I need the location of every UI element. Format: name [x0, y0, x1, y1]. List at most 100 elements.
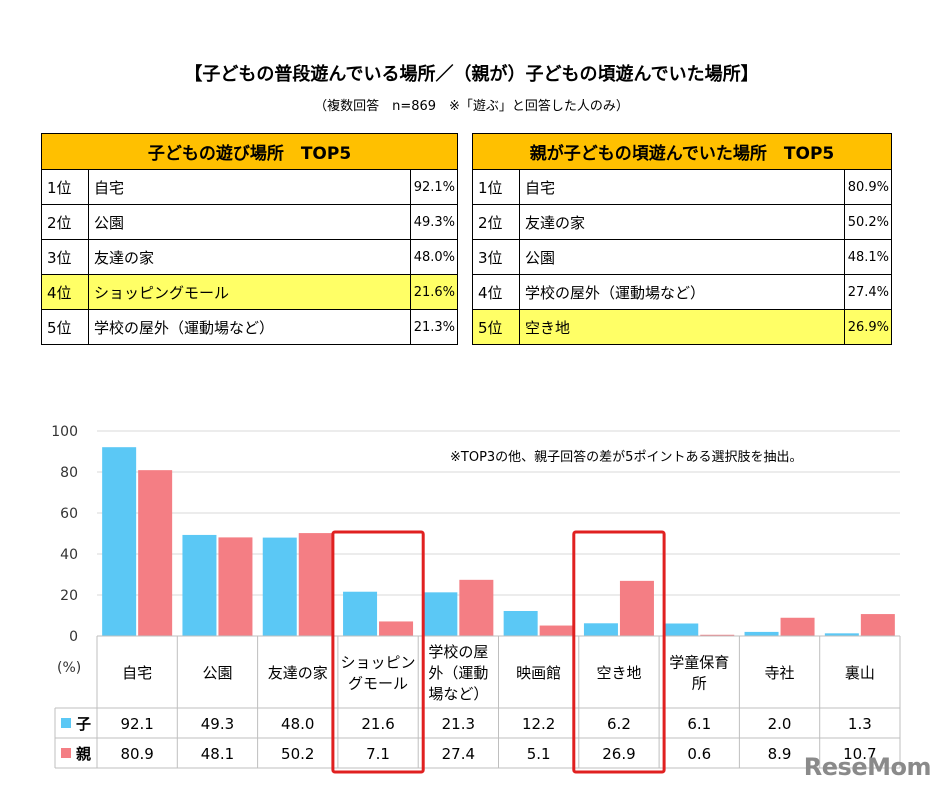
pct-cell: 49.3%: [410, 204, 458, 240]
table-row: 1位 自宅 80.9%: [472, 169, 892, 205]
legend-swatch: [61, 718, 71, 728]
y-tick-label: 80: [60, 465, 78, 481]
bar-child: [824, 633, 859, 636]
category-label: 公園: [202, 664, 232, 682]
category-label: 外（運動: [428, 664, 488, 682]
y-tick-label: 100: [51, 424, 78, 440]
bar-child: [664, 623, 699, 636]
bar-child: [744, 631, 779, 636]
category-label: 所: [692, 675, 707, 693]
page-title: 【子どもの普段遊んでいる場所／（親が）子どもの頃遊んでいた場所】: [184, 64, 759, 85]
category-label: 寺社: [765, 664, 795, 682]
parent-table-header: 親が子どもの頃遊んでいた場所 TOP5: [472, 133, 892, 170]
bar-parent: [619, 580, 654, 636]
place-cell: ショッピングモール: [88, 274, 411, 310]
y-tick-label: 40: [60, 547, 78, 563]
pct-cell: 80.9%: [844, 169, 892, 205]
data-label: 50.2: [281, 745, 314, 763]
place-cell: 学校の屋外（運動場など）: [88, 309, 411, 345]
rank-cell: 5位: [41, 309, 89, 345]
child-top5-table: 子どもの遊び場所 TOP5 1位 自宅 92.1% 2位 公園 49.3% 3位 友達の家…: [41, 133, 458, 345]
data-label: 8.9: [768, 745, 792, 763]
bar-child: [503, 610, 538, 636]
bar-parent: [700, 634, 735, 636]
child-table-header: 子どもの遊び場所 TOP5: [41, 133, 458, 170]
data-label: 6.1: [687, 715, 711, 733]
place-cell: 友達の家: [88, 239, 411, 275]
watermark-logo: ReseMom: [803, 753, 932, 781]
bar-parent: [218, 537, 253, 636]
place-cell: 自宅: [519, 169, 845, 205]
data-label: 92.1: [120, 715, 153, 733]
bar-child: [182, 534, 217, 636]
category-label: 友達の家: [268, 664, 328, 682]
table-row: 2位 友達の家 50.2%: [472, 204, 892, 240]
place-cell: 自宅: [88, 169, 411, 205]
place-cell: 公園: [88, 204, 411, 240]
data-label: 21.6: [361, 715, 394, 733]
pct-cell: 21.6%: [410, 274, 458, 310]
bar-child: [102, 447, 137, 636]
data-label: 26.9: [602, 745, 635, 763]
category-label: ショッピン: [341, 654, 416, 672]
rank-cell: 3位: [472, 239, 520, 275]
pct-cell: 92.1%: [410, 169, 458, 205]
table-row: 5位 学校の屋外（運動場など） 21.3%: [41, 309, 458, 345]
bar-parent: [379, 621, 414, 636]
data-label: 21.3: [442, 715, 475, 733]
data-label: 10.7: [843, 745, 876, 763]
bar-child: [343, 591, 378, 636]
y-axis-unit: (%): [57, 660, 81, 676]
highlight-box: [572, 530, 666, 774]
pct-cell: 21.3%: [410, 309, 458, 345]
bar-child: [423, 592, 458, 636]
rank-cell: 1位: [41, 169, 89, 205]
table-row-highlighted: 4位 ショッピングモール 21.6%: [41, 274, 458, 310]
parent-top5-table: 親が子どもの頃遊んでいた場所 TOP5 1位 自宅 80.9% 2位 友達の家 50.2…: [472, 133, 892, 345]
y-tick-label: 0: [69, 629, 78, 645]
data-label: 49.3: [201, 715, 234, 733]
y-tick-label: 60: [60, 506, 78, 522]
data-label: 27.4: [442, 745, 475, 763]
data-label: 0.6: [687, 745, 711, 763]
rank-cell: 2位: [472, 204, 520, 240]
pct-cell: 26.9%: [844, 309, 892, 345]
legend-label: 親: [76, 745, 91, 763]
category-label: 学校の屋: [428, 643, 488, 661]
place-cell: 空き地: [519, 309, 845, 345]
category-label: 場など）: [428, 685, 488, 703]
category-label: 自宅: [122, 664, 152, 682]
bar-parent: [539, 625, 574, 636]
data-label: 48.1: [201, 745, 234, 763]
data-label: 1.3: [848, 715, 872, 733]
data-label: 48.0: [281, 715, 314, 733]
data-label: 12.2: [522, 715, 555, 733]
bar-parent: [860, 614, 895, 636]
data-label: 6.2: [607, 715, 631, 733]
data-label: 7.1: [366, 745, 390, 763]
rank-cell: 2位: [41, 204, 89, 240]
table-row: 2位 公園 49.3%: [41, 204, 458, 240]
bar-child: [583, 623, 618, 636]
category-label: 映画館: [516, 664, 561, 682]
category-label: 学童保育: [669, 654, 729, 672]
category-label: 裏山: [845, 664, 875, 682]
y-tick-label: 20: [60, 588, 78, 604]
data-label: 80.9: [120, 745, 153, 763]
bar-parent: [459, 579, 494, 636]
table-row: 1位 自宅 92.1%: [41, 169, 458, 205]
table-row: 3位 友達の家 48.0%: [41, 239, 458, 275]
table-row-highlighted: 5位 空き地 26.9%: [472, 309, 892, 345]
legend-swatch: [61, 748, 71, 758]
bar-child: [262, 537, 297, 636]
rank-cell: 4位: [472, 274, 520, 310]
rank-cell: 3位: [41, 239, 89, 275]
place-cell: 学校の屋外（運動場など）: [519, 274, 845, 310]
category-label: 空き地: [596, 664, 641, 682]
chart-note: ※TOP3の他、親子回答の差が5ポイントある選択肢を抽出。: [450, 450, 803, 465]
data-label: 2.0: [768, 715, 792, 733]
pct-cell: 50.2%: [844, 204, 892, 240]
page-subtitle: （複数回答 n=869 ※「遊ぶ」と回答した人のみ）: [314, 99, 629, 114]
bar-parent: [138, 470, 173, 636]
